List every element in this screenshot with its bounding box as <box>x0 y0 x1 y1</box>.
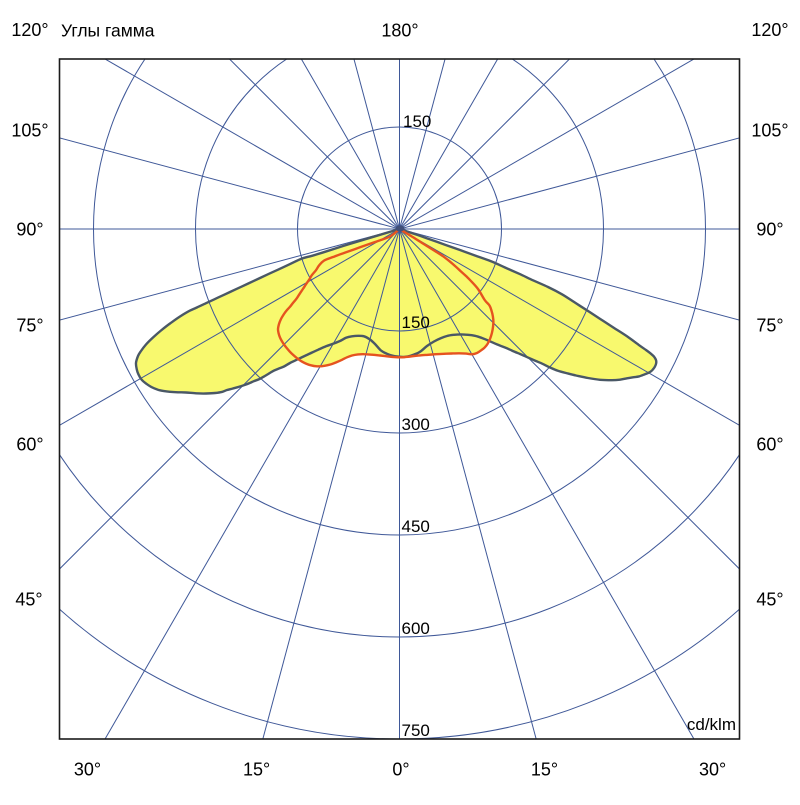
svg-text:75°: 75° <box>16 316 43 336</box>
svg-text:120°: 120° <box>751 20 788 40</box>
svg-text:45°: 45° <box>15 590 42 610</box>
svg-text:450: 450 <box>402 517 430 536</box>
svg-text:45°: 45° <box>756 590 783 610</box>
svg-text:60°: 60° <box>16 435 43 455</box>
svg-text:120°: 120° <box>11 20 48 40</box>
svg-text:15°: 15° <box>531 760 558 780</box>
svg-text:150: 150 <box>402 313 430 332</box>
svg-text:30°: 30° <box>699 760 726 780</box>
svg-text:105°: 105° <box>11 121 48 141</box>
svg-text:Углы гамма: Углы гамма <box>61 21 155 41</box>
svg-text:60°: 60° <box>756 435 783 455</box>
svg-text:600: 600 <box>402 619 430 638</box>
svg-text:90°: 90° <box>756 220 783 240</box>
svg-text:750: 750 <box>402 721 430 740</box>
svg-text:300: 300 <box>402 415 430 434</box>
svg-text:cd/klm: cd/klm <box>687 715 736 734</box>
svg-text:90°: 90° <box>16 220 43 240</box>
svg-text:75°: 75° <box>756 316 783 336</box>
svg-text:30°: 30° <box>74 760 101 780</box>
svg-text:150: 150 <box>403 112 431 131</box>
svg-text:15°: 15° <box>243 760 270 780</box>
svg-text:180°: 180° <box>381 21 418 41</box>
svg-text:105°: 105° <box>751 121 788 141</box>
svg-text:0°: 0° <box>392 760 409 780</box>
